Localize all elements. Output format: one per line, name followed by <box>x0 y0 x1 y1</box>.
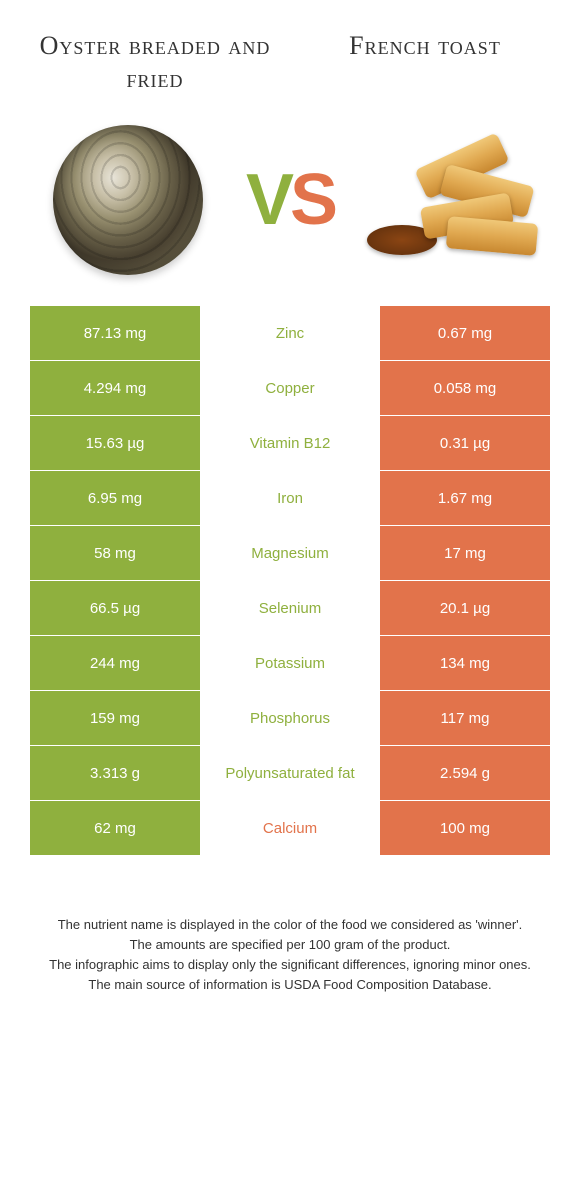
left-value: 15.63 µg <box>30 416 200 470</box>
left-value: 66.5 µg <box>30 581 200 635</box>
table-row: 159 mgPhosphorus117 mg <box>30 690 550 745</box>
table-row: 4.294 mgCopper0.058 mg <box>30 360 550 415</box>
footer-line: The main source of information is USDA F… <box>30 975 550 995</box>
vs-v: V <box>246 160 290 240</box>
table-row: 62 mgCalcium100 mg <box>30 800 550 855</box>
left-value: 159 mg <box>30 691 200 745</box>
left-value: 6.95 mg <box>30 471 200 525</box>
footer-line: The infographic aims to display only the… <box>30 955 550 975</box>
left-value: 87.13 mg <box>30 306 200 360</box>
nutrient-table: 87.13 mgZinc0.67 mg4.294 mgCopper0.058 m… <box>0 305 580 855</box>
vs-label: VS <box>246 159 334 241</box>
left-value: 58 mg <box>30 526 200 580</box>
right-value: 2.594 g <box>380 746 550 800</box>
right-value: 17 mg <box>380 526 550 580</box>
table-row: 6.95 mgIron1.67 mg <box>30 470 550 525</box>
right-value: 1.67 mg <box>380 471 550 525</box>
nutrient-label: Iron <box>200 471 380 525</box>
footer-line: The amounts are specified per 100 gram o… <box>30 935 550 955</box>
footer-line: The nutrient name is displayed in the co… <box>30 915 550 935</box>
left-image-col <box>20 125 236 275</box>
right-value: 134 mg <box>380 636 550 690</box>
left-value: 244 mg <box>30 636 200 690</box>
right-value: 117 mg <box>380 691 550 745</box>
right-value: 0.058 mg <box>380 361 550 415</box>
left-value: 62 mg <box>30 801 200 855</box>
nutrient-label: Phosphorus <box>200 691 380 745</box>
table-row: 58 mgMagnesium17 mg <box>30 525 550 580</box>
header: Oyster breaded and fried French toast <box>0 0 580 105</box>
french-toast-icon <box>367 140 537 260</box>
oyster-icon <box>53 125 203 275</box>
right-value: 0.67 mg <box>380 306 550 360</box>
right-image-col <box>344 140 560 260</box>
left-food-title: Oyster breaded and fried <box>20 30 290 95</box>
toast-stick-icon <box>446 216 538 256</box>
right-value: 20.1 µg <box>380 581 550 635</box>
right-value: 100 mg <box>380 801 550 855</box>
left-value: 3.313 g <box>30 746 200 800</box>
nutrient-label: Vitamin B12 <box>200 416 380 470</box>
left-value: 4.294 mg <box>30 361 200 415</box>
table-row: 87.13 mgZinc0.67 mg <box>30 305 550 360</box>
table-row: 15.63 µgVitamin B120.31 µg <box>30 415 550 470</box>
right-value: 0.31 µg <box>380 416 550 470</box>
nutrient-label: Zinc <box>200 306 380 360</box>
nutrient-label: Polyunsaturated fat <box>200 746 380 800</box>
nutrient-label: Copper <box>200 361 380 415</box>
nutrient-label: Potassium <box>200 636 380 690</box>
images-row: VS <box>0 105 580 305</box>
nutrient-label: Selenium <box>200 581 380 635</box>
right-food-title: French toast <box>290 30 560 63</box>
footer-notes: The nutrient name is displayed in the co… <box>0 855 580 996</box>
nutrient-label: Magnesium <box>200 526 380 580</box>
table-row: 244 mgPotassium134 mg <box>30 635 550 690</box>
table-row: 3.313 gPolyunsaturated fat2.594 g <box>30 745 550 800</box>
table-row: 66.5 µgSelenium20.1 µg <box>30 580 550 635</box>
vs-s: S <box>290 160 334 240</box>
right-title-col: French toast <box>290 30 560 95</box>
nutrient-label: Calcium <box>200 801 380 855</box>
left-title-col: Oyster breaded and fried <box>20 30 290 95</box>
